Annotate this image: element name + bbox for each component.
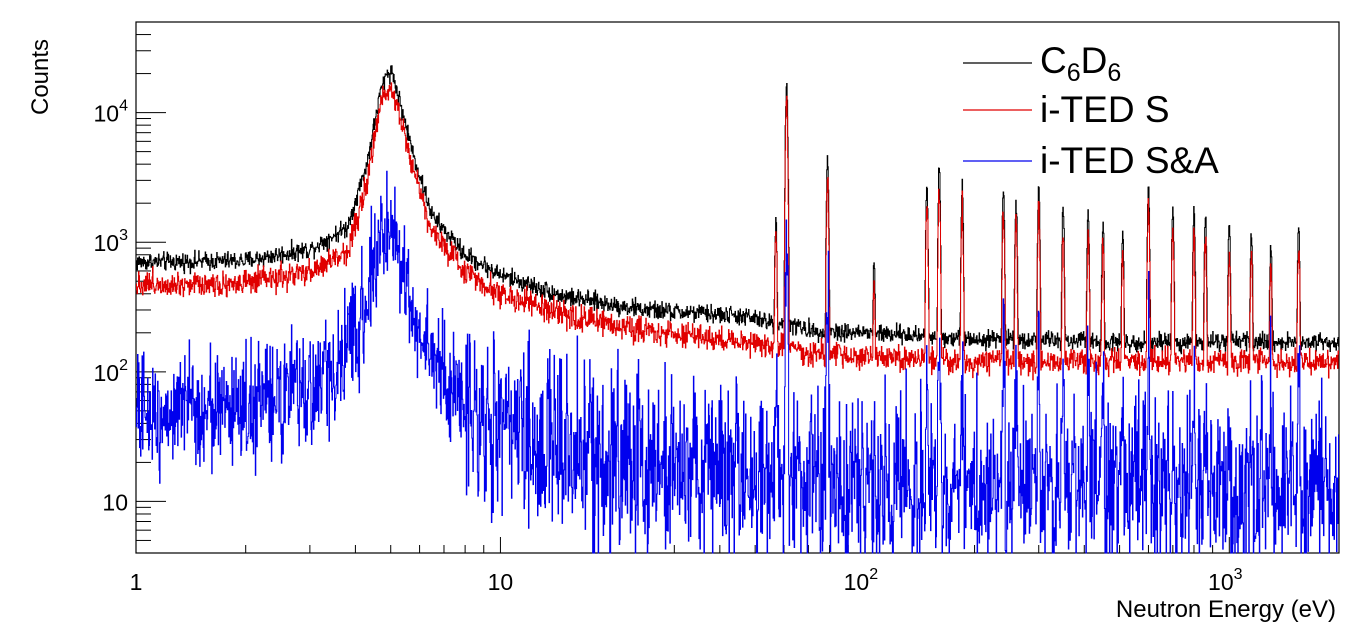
y-tick-label: 102 — [94, 357, 129, 386]
x-axis-tick-labels: 1 10 102 103 — [130, 566, 1243, 595]
y-tick-label: 10 — [102, 489, 128, 515]
x-axis-ticks — [135, 537, 1340, 553]
legend-label-c6d6: C6D6 — [1040, 40, 1121, 87]
y-axis-title: Counts — [27, 39, 54, 115]
legend-label-ited-s: i-TED S — [1040, 89, 1170, 130]
legend: C6D6 i-TED S i-TED S&A — [963, 40, 1219, 181]
y-axis-tick-labels: 10 102 103 104 — [94, 98, 129, 516]
y-tick-label: 104 — [94, 98, 129, 127]
x-tick-label: 102 — [844, 566, 879, 595]
series-line-c6d6 — [136, 65, 1339, 355]
y-tick-label: 103 — [94, 227, 129, 256]
series-line-ited-s — [136, 82, 1339, 381]
legend-label-ited-sa: i-TED S&A — [1040, 140, 1219, 181]
x-tick-label: 1 — [130, 569, 143, 595]
x-axis-title: Neutron Energy (eV) — [1116, 596, 1336, 623]
series-line-ited-sa — [136, 170, 1339, 554]
series-layer — [136, 65, 1339, 554]
x-tick-label: 10 — [488, 569, 514, 595]
x-tick-label: 103 — [1208, 566, 1243, 595]
